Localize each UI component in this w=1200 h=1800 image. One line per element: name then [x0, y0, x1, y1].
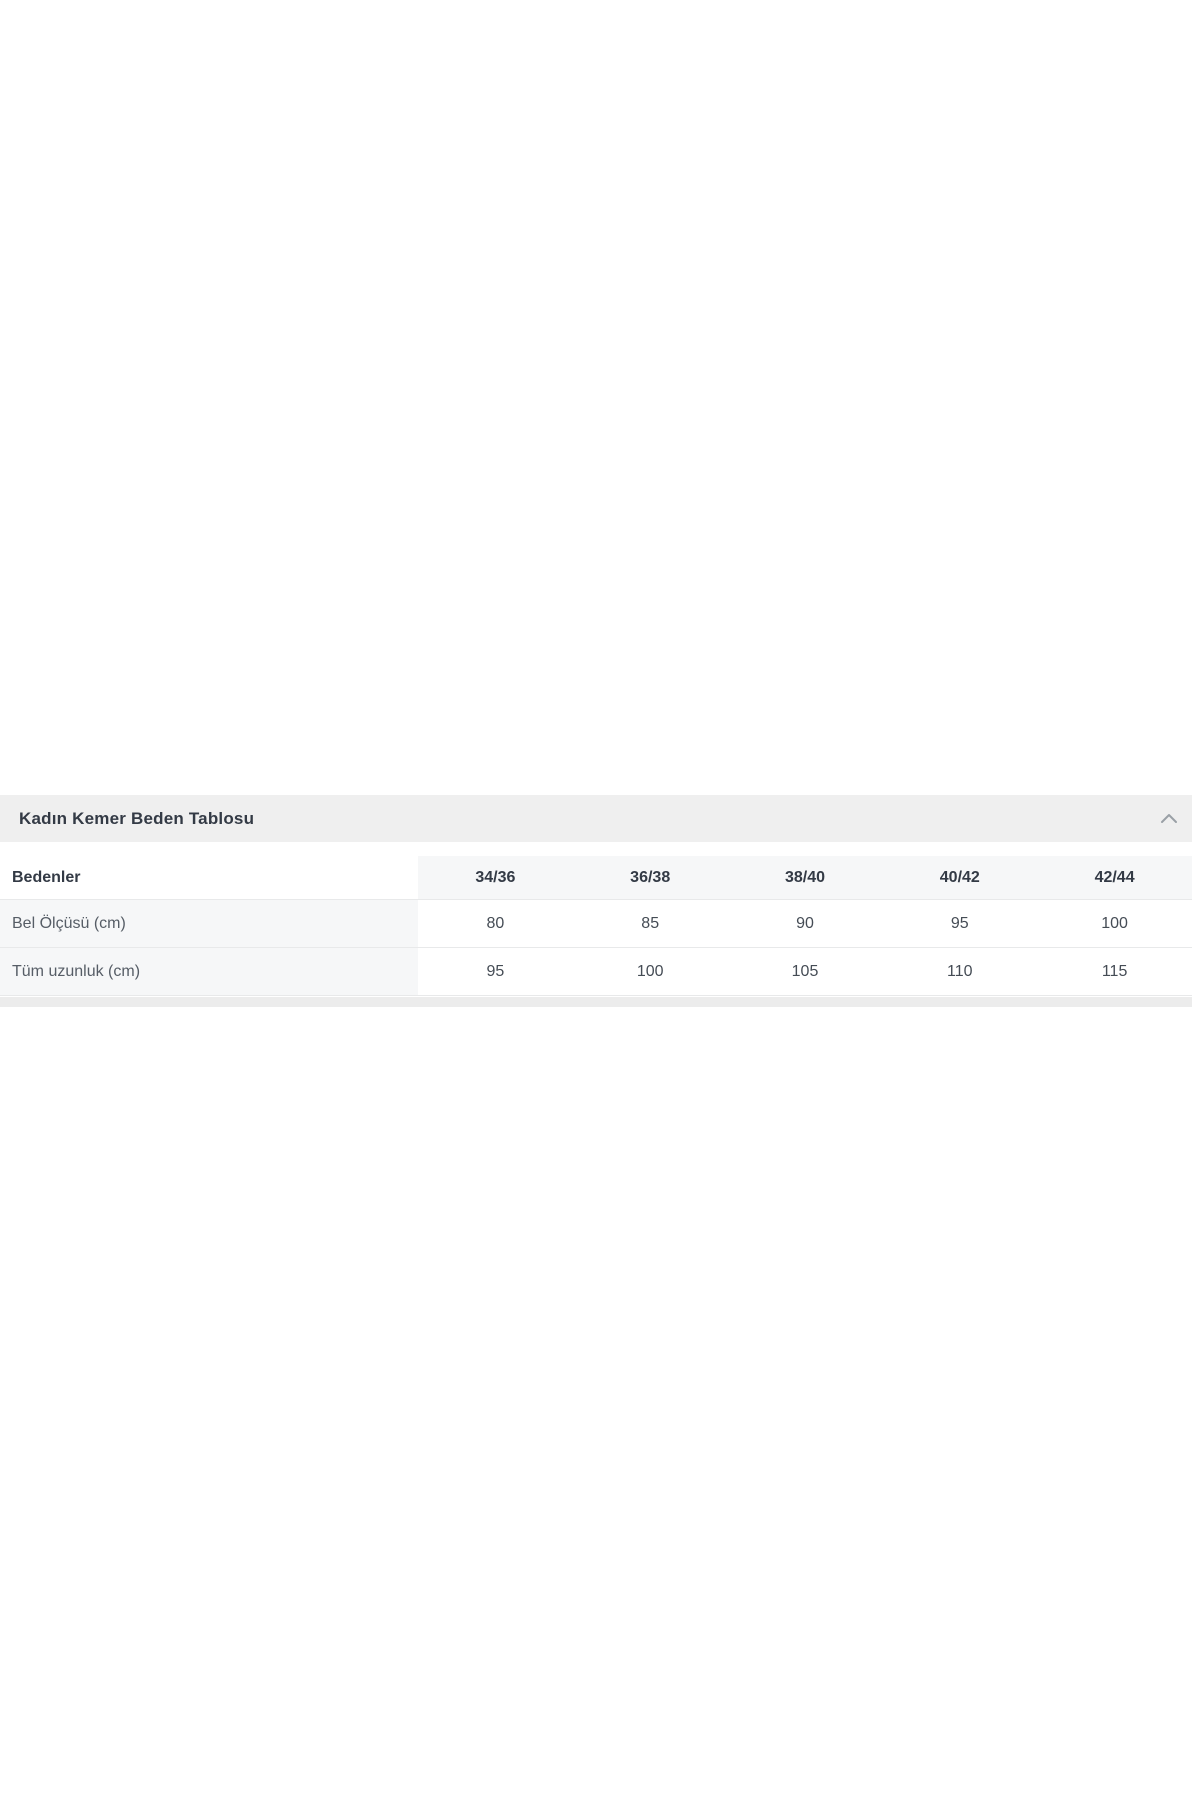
table-cell: 95 — [418, 948, 573, 995]
table-header-row: Bedenler 34/36 36/38 38/40 40/42 42/44 — [0, 856, 1192, 900]
table-cell: 80 — [418, 900, 573, 947]
header-label-cell: Bedenler — [0, 856, 418, 899]
header-table-gap — [0, 842, 1192, 856]
table-cell: 115 — [1037, 948, 1192, 995]
size-table-title: Kadın Kemer Beden Tablosu — [19, 808, 255, 828]
column-header: 40/42 — [882, 856, 1038, 899]
table-cell: 90 — [727, 900, 883, 947]
row-label: Bel Ölçüsü (cm) — [0, 900, 418, 947]
section-bottom-divider — [0, 997, 1192, 1007]
table-cell: 105 — [727, 948, 883, 995]
table-cell: 100 — [572, 948, 728, 995]
column-header: 36/38 — [572, 856, 728, 899]
column-header: 34/36 — [418, 856, 573, 899]
column-header: 38/40 — [727, 856, 883, 899]
table-cell: 95 — [882, 900, 1038, 947]
chevron-up-icon[interactable] — [1160, 813, 1178, 824]
row-label: Tüm uzunluk (cm) — [0, 948, 418, 995]
column-header: 42/44 — [1037, 856, 1192, 899]
size-table: Bedenler 34/36 36/38 38/40 40/42 42/44 B… — [0, 856, 1192, 996]
table-cell: 100 — [1037, 900, 1192, 947]
table-row: Bel Ölçüsü (cm) 80 85 90 95 100 — [0, 900, 1192, 948]
size-table-accordion-header[interactable]: Kadın Kemer Beden Tablosu — [0, 795, 1192, 842]
table-row: Tüm uzunluk (cm) 95 100 105 110 115 — [0, 948, 1192, 996]
size-table-section: Kadın Kemer Beden Tablosu Bedenler 34/36… — [0, 795, 1192, 1007]
table-cell: 85 — [572, 900, 728, 947]
table-cell: 110 — [882, 948, 1038, 995]
